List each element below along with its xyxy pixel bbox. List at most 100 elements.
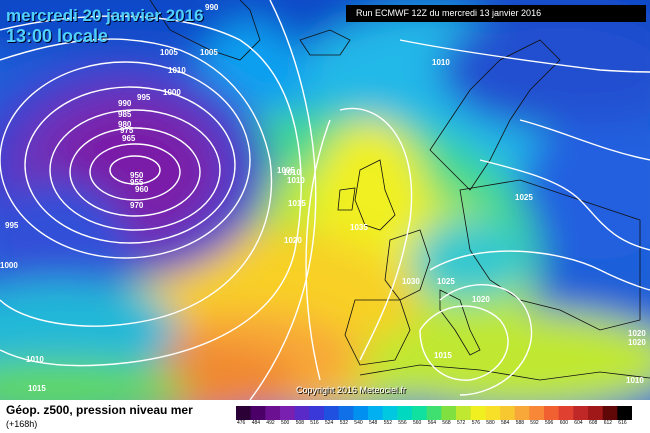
color-scale-tick-label: 616 [618,420,627,426]
pressure-label: 1015 [28,384,46,393]
color-scale-swatch [280,406,296,420]
color-scale-swatch [544,406,560,420]
color-scale-tick-label: 552 [383,420,393,426]
color-scale-swatch [294,406,310,420]
color-scale-swatch [397,406,413,420]
pressure-label: 995 [5,221,19,230]
pressure-label: 985 [118,110,132,119]
color-scale-swatch [236,406,252,420]
forecast-local-time: 13:00 locale [6,26,109,46]
pressure-labels: 990 1005 1005 1010 1000 995 990 985 980 … [0,3,646,393]
color-scale-swatch [602,406,618,420]
legend-title: Géop. z500, pression niveau mer [6,403,193,417]
scandinavia-coast [429,39,561,191]
pressure-label: 1010 [287,176,305,185]
pressure-label: 1035 [350,223,368,232]
color-scale-swatch [529,406,545,420]
pressure-label: 1000 [163,88,181,97]
forecast-date: mercredi 20 janvier 2016 [6,6,204,25]
color-scale-tick-label: 556 [398,420,407,426]
color-scale-tick-label: 524 [325,420,334,426]
pressure-label: 1005 [160,48,178,57]
pressure-label: 1015 [288,199,306,208]
color-scale-swatch [573,406,589,420]
color-scale-tick-label: 560 [413,420,422,426]
color-scale-tick-label: 532 [339,420,349,426]
legend-forecast-hour: (+168h) [6,419,38,429]
legend-panel: Géop. z500, pression niveau mer (+168h) … [0,400,650,433]
british-isles-coast [337,159,396,231]
color-scale-swatch [265,406,281,420]
color-scale-swatch [250,406,266,420]
color-scale-tick-label: 484 [251,420,261,426]
color-scale-tick-label: 584 [501,420,510,426]
pressure-label: 1025 [515,193,533,202]
pressure-label: 1015 [434,351,452,360]
pressure-label: 1010 [432,58,450,67]
isobars [0,0,650,400]
color-scale-tick-label: 516 [310,420,319,426]
geopotential-field [0,0,650,400]
pressure-label: 950 [130,171,144,180]
model-run-info: Run ECMWF 12Z du mercredi 13 janvier 201… [346,5,646,22]
pressure-label: 1020 [628,329,646,338]
color-scale-swatch [456,406,472,420]
color-scale-swatch [412,406,428,420]
pressure-label: 1010 [626,376,644,385]
france-coast [384,229,431,301]
color-scale-swatch [441,406,457,420]
coastlines [149,0,650,381]
pressure-label: 995 [137,93,151,102]
color-scale-tick-label: 492 [266,420,275,426]
iceland-coast [299,29,351,56]
color-scale-tick-label: 576 [471,420,481,426]
pressure-label: 970 [130,201,144,210]
pressure-label: 990 [118,99,132,108]
greenland-coast [149,0,261,61]
color-scale-swatch [368,406,384,420]
color-scale-tick-label: 572 [457,420,466,426]
color-scale-bar [236,406,632,420]
color-scale-tick-label: 600 [559,420,569,426]
color-scale-swatch [324,406,340,420]
pressure-label: 1000 [0,261,18,270]
pressure-label: 965 [122,134,136,143]
pressure-label: 1020 [284,236,302,245]
italy-coast [439,289,481,356]
color-scale-swatch [514,406,530,420]
pressure-label: 1005 [277,166,295,175]
color-scale-swatch [338,406,354,420]
color-scale-swatch [426,406,442,420]
copyright-notice: Copyright 2016 Meteociel.fr [296,385,407,395]
color-scale-tick-label: 548 [369,420,378,426]
color-scale-tick-label: 500 [281,420,290,426]
color-scale-swatch [309,406,325,420]
color-scale-tick-label: 540 [354,420,363,426]
pressure-label: 960 [135,185,149,194]
pressure-label: 1010 [168,66,186,75]
color-scale-swatch [500,406,516,420]
color-scale-swatch [353,406,369,420]
color-scale-labels: 476 484 492 500 508 516 524 532 540 548 552 556 560 5… [236,420,632,430]
color-scale-tick-label: 604 [574,420,583,426]
iberia-coast [344,299,411,366]
color-scale-tick-label: 476 [237,420,246,426]
pressure-label: 990 [205,3,219,12]
color-scale-tick-label: 568 [442,420,451,426]
pressure-label: 1030 [402,277,420,286]
color-scale-tick-label: 596 [545,420,554,426]
color-scale-swatch [617,406,632,420]
weather-map: 990 1005 1005 1010 1000 995 990 985 980 … [0,0,650,400]
color-scale-swatch [558,406,574,420]
north-africa-coast [359,364,650,381]
pressure-label: 955 [130,178,144,187]
pressure-label: 980 [118,120,132,129]
pressure-label: 1010 [26,355,44,364]
color-scale-tick-label: 592 [530,420,539,426]
color-scale-tick-label: 612 [603,420,613,426]
color-scale-tick-label: 564 [427,420,437,426]
pressure-label: 1010 [283,168,301,177]
color-scale-tick-label: 580 [486,420,495,426]
pressure-label: 1025 [437,277,455,286]
pressure-label: 1020 [472,295,490,304]
